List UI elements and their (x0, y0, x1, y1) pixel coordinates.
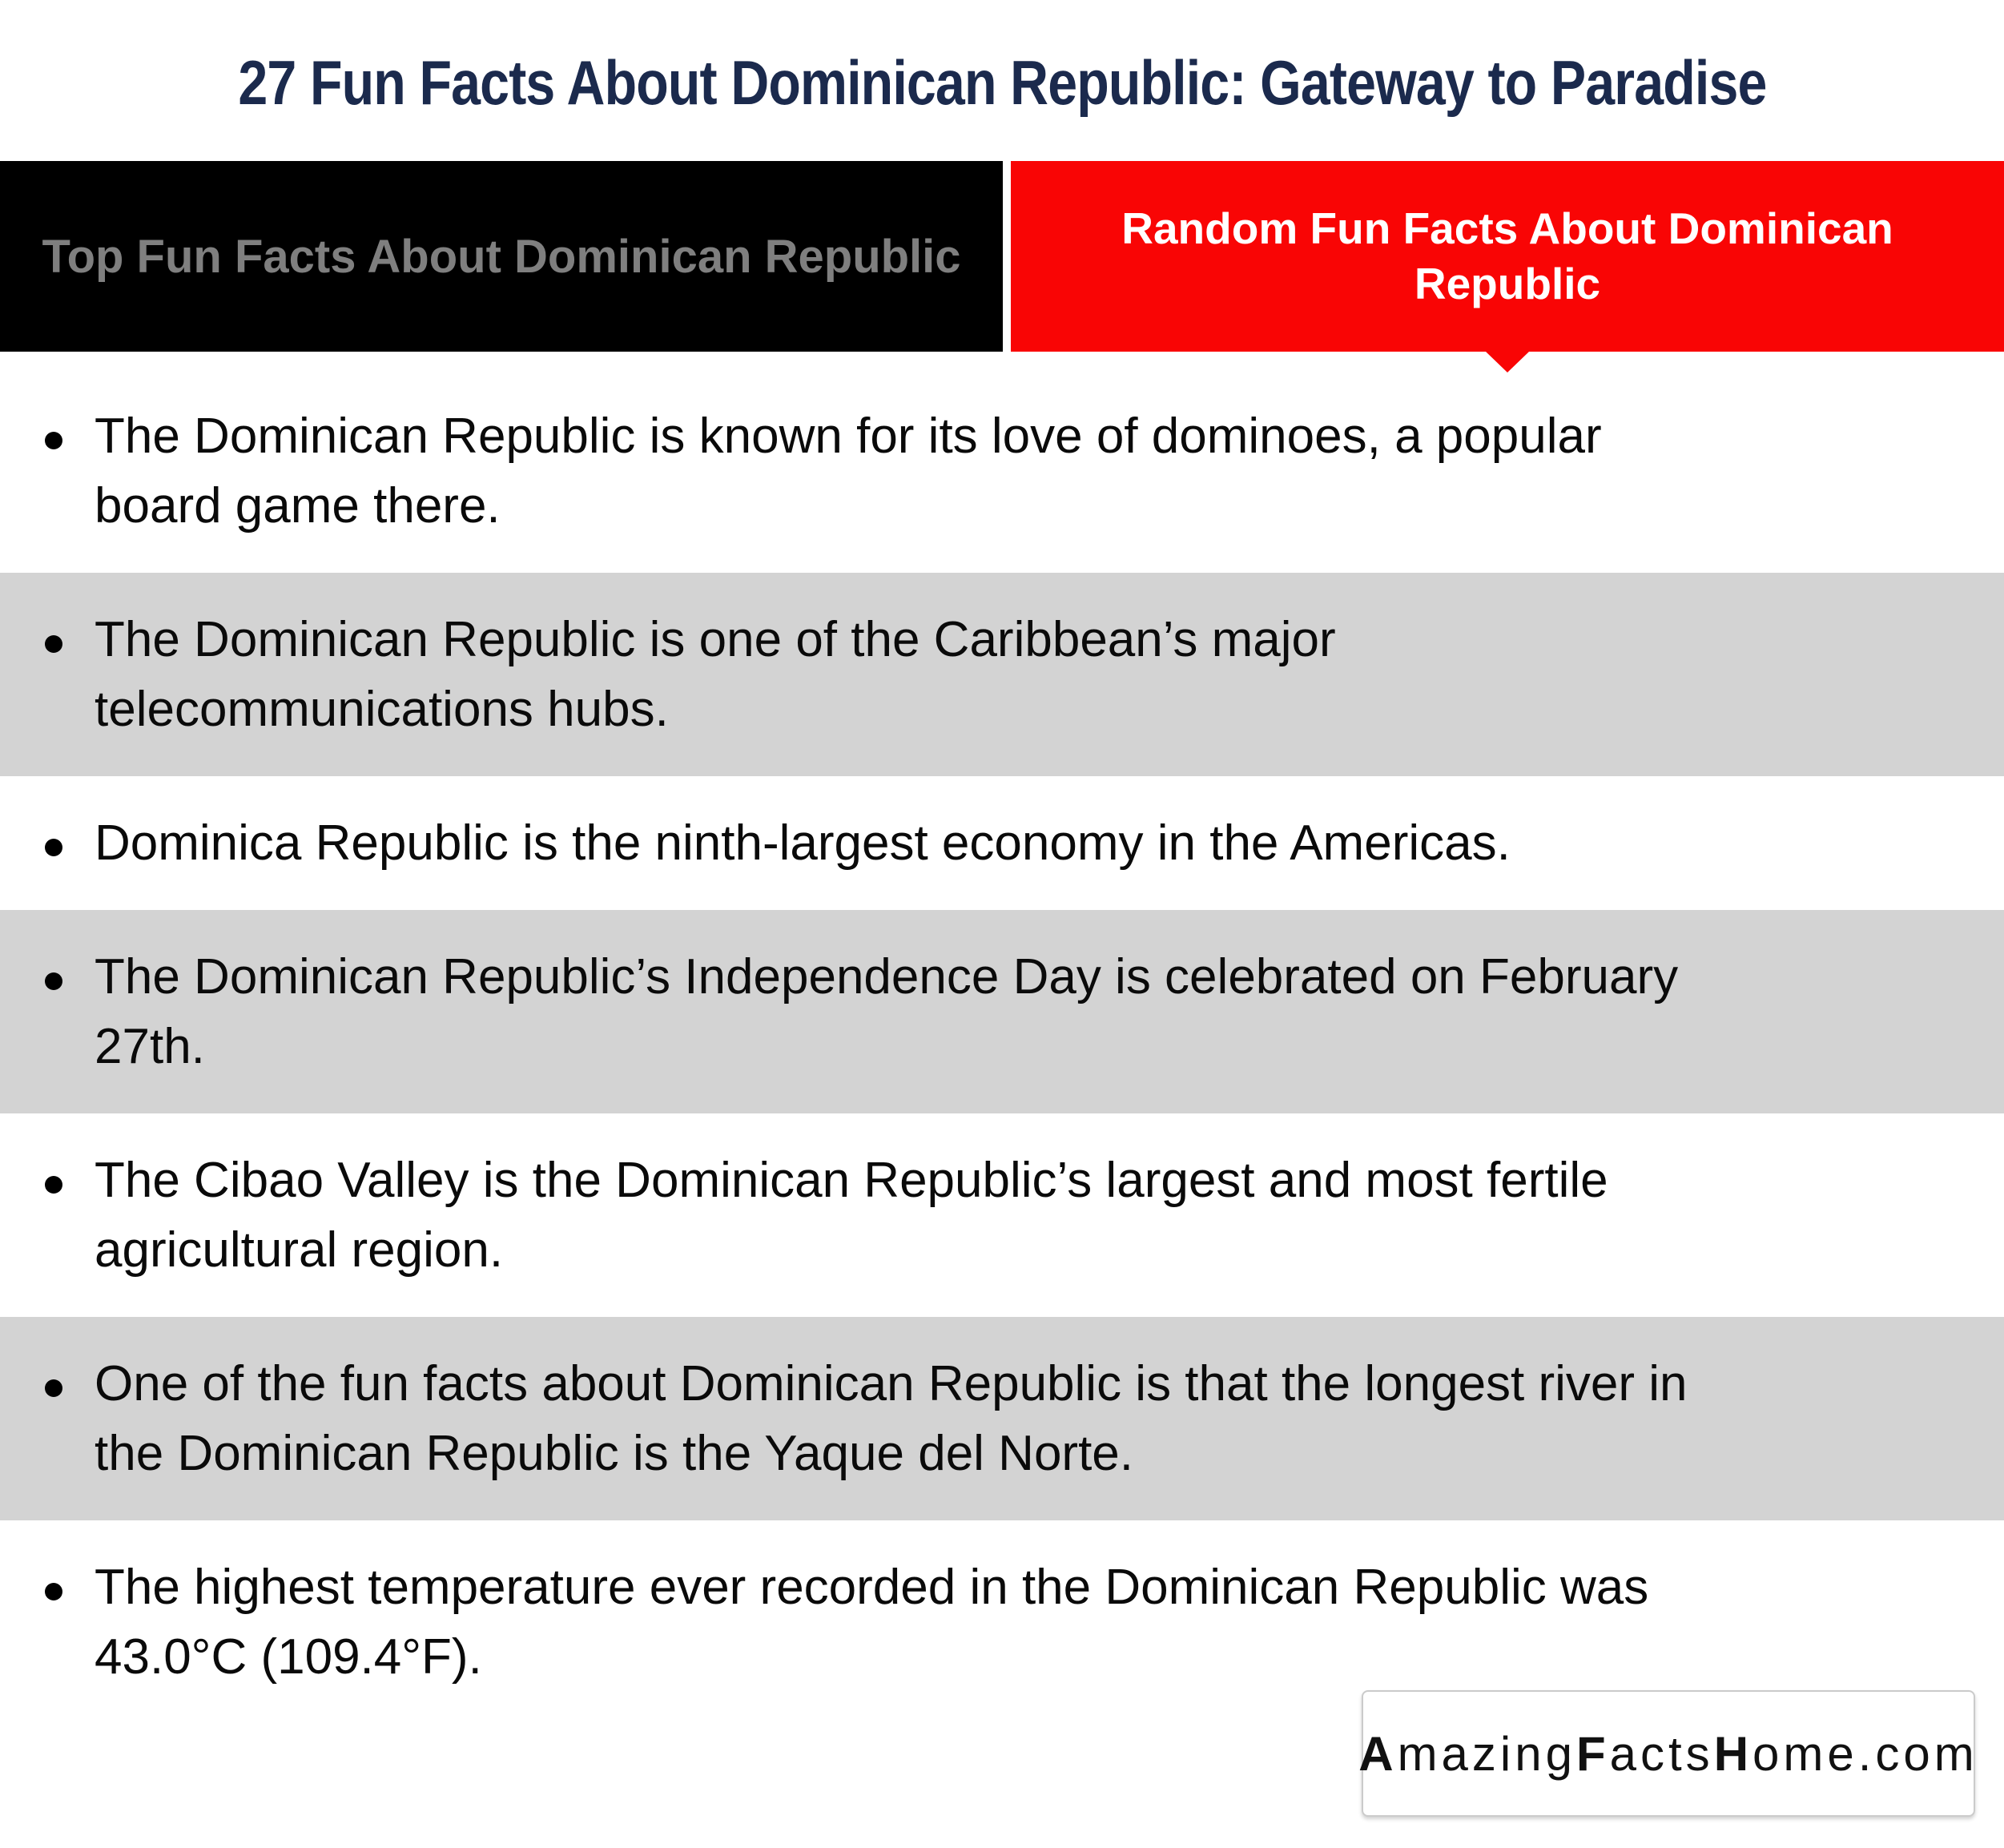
bullet-icon (45, 1379, 62, 1397)
fact-item: The Dominican Republic is one of the Car… (0, 573, 2004, 776)
brand-text-segment: H (1713, 1726, 1753, 1781)
bullet-icon (45, 635, 62, 653)
bullet-icon (45, 839, 62, 856)
brand-text-segment: mazing (1397, 1726, 1576, 1781)
bullet-icon (45, 1176, 62, 1194)
brand-text-segment: A (1358, 1726, 1398, 1781)
brand-text-segment: F (1575, 1726, 1610, 1781)
tab-top-fun-facts[interactable]: Top Fun Facts About Dominican Republic (0, 161, 1003, 352)
fact-item: The Dominican Republic is known for its … (0, 369, 2004, 573)
facts-list: The Dominican Republic is known for its … (0, 369, 2004, 1724)
fact-item: The Cibao Valley is the Dominican Republ… (0, 1113, 2004, 1317)
active-tab-arrow-icon (1486, 352, 1529, 372)
fact-text: One of the fun facts about Dominican Rep… (95, 1356, 1688, 1481)
fact-text: Dominica Republic is the ninth-largest e… (95, 815, 1511, 871)
fact-text: The Dominican Republic is known for its … (95, 409, 1602, 533)
page-title-text: 27 Fun Facts About Dominican Republic: G… (237, 47, 1767, 118)
tab-random-fun-facts-label: Random Fun Facts About Dominican Republi… (1121, 203, 1893, 308)
page-title: 27 Fun Facts About Dominican Republic: G… (0, 46, 2004, 119)
brand-box: AmazingFactsHome.com (1358, 1690, 1975, 1817)
fact-text: The Cibao Valley is the Dominican Republ… (95, 1153, 1608, 1278)
fact-item: Dominica Republic is the ninth-largest e… (0, 776, 2004, 910)
tab-random-fun-facts[interactable]: Random Fun Facts About Dominican Republi… (1011, 161, 2004, 372)
fact-text: The highest temperature ever recorded in… (95, 1560, 1649, 1685)
fact-item: One of the fun facts about Dominican Rep… (0, 1317, 2004, 1520)
bullet-icon (45, 1583, 62, 1600)
bullet-icon (45, 432, 62, 449)
fact-item: The highest temperature ever recorded in… (0, 1520, 2004, 1724)
tab-bar: Top Fun Facts About Dominican Republic R… (0, 161, 2004, 372)
bullet-icon (45, 972, 62, 990)
fact-item: The Dominican Republic’s Independence Da… (0, 910, 2004, 1113)
brand-text-segment: ome.com (1752, 1726, 1978, 1781)
fact-text: The Dominican Republic is one of the Car… (95, 612, 1336, 737)
brand-text-segment: acts (1609, 1726, 1714, 1781)
fact-text: The Dominican Republic’s Independence Da… (95, 949, 1679, 1074)
brand-text: AmazingFactsHome.com (1358, 1726, 1978, 1782)
